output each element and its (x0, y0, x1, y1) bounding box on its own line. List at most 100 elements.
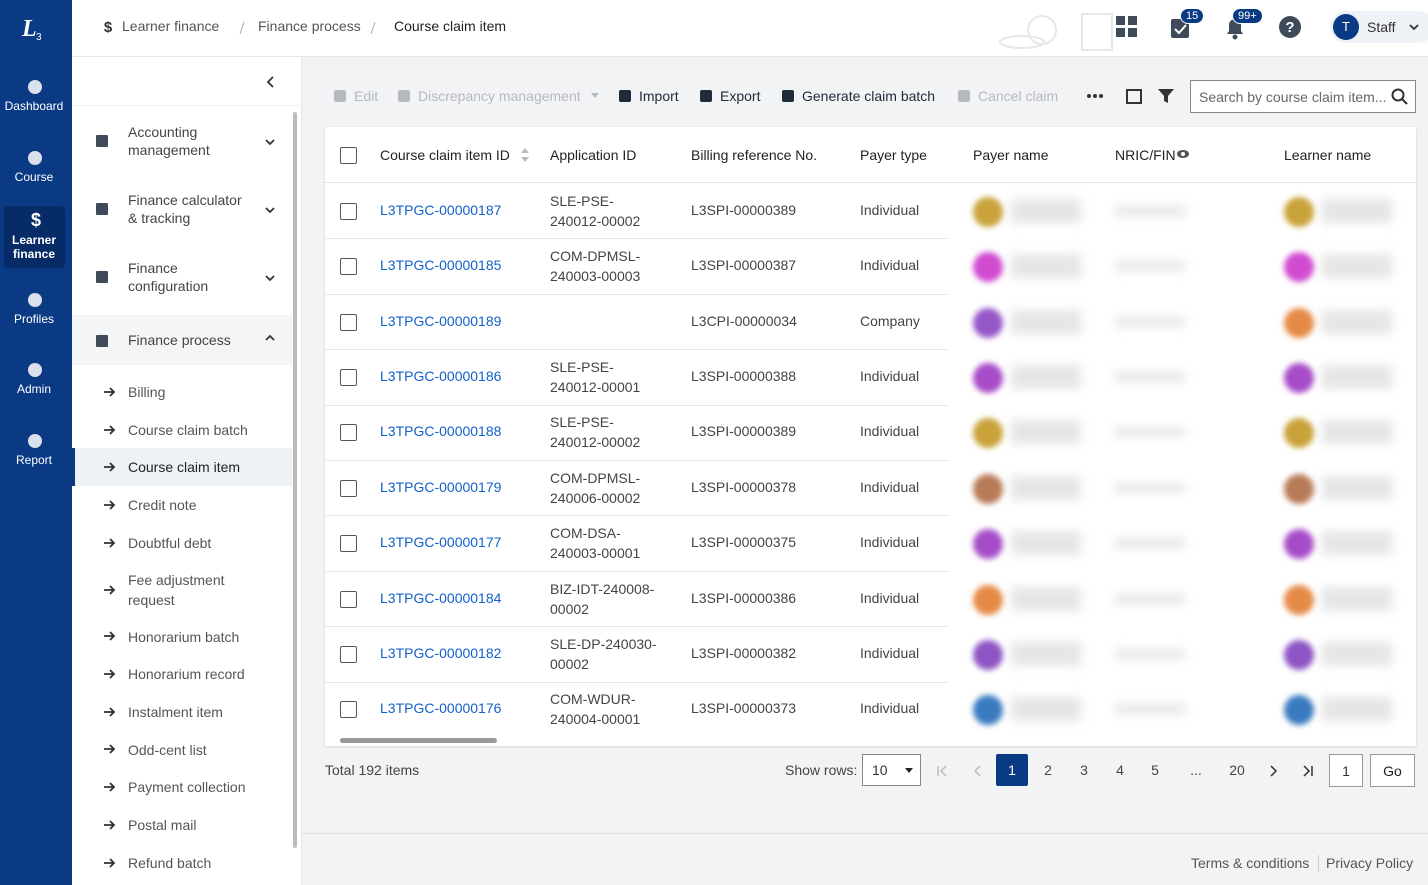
claim-link[interactable]: L3TPGC-00000176 (380, 700, 502, 717)
claim-link[interactable]: L3TPGC-00000185 (380, 257, 502, 274)
sidebar-item[interactable]: Fee adjustment request (128, 571, 225, 608)
prev-page (973, 765, 981, 777)
page-button[interactable]: 3 (1080, 762, 1088, 778)
column-header[interactable]: Application ID (550, 147, 637, 163)
rail-label[interactable]: Profiles (13, 312, 54, 326)
cell: SLE-DP-240030-00002 (550, 635, 657, 672)
row-checkbox[interactable] (340, 313, 357, 331)
blurred-avatar (1284, 584, 1314, 615)
breadcrumb-item[interactable]: Learner finance (122, 18, 220, 34)
header-checkbox cb[interactable] (340, 147, 357, 164)
claim-link[interactable]: L3TPGC-00000184 (380, 589, 502, 606)
footer-link[interactable]: Privacy Policy (1326, 855, 1414, 871)
first-page (937, 765, 947, 777)
sidebar-group[interactable]: Finance configuration (128, 260, 209, 294)
rail-icon (28, 363, 42, 377)
rail-icon (28, 293, 42, 307)
cell: Individual (860, 478, 920, 495)
search-box[interactable]: Search by course claim item... (1190, 80, 1416, 113)
page-button[interactable]: 20 (1229, 762, 1245, 778)
claim-link[interactable]: L3TPGC-00000187 (380, 201, 502, 218)
blurred-text (1115, 261, 1185, 272)
toolbar-action[interactable]: Import (639, 88, 679, 104)
sidebar-item[interactable]: Instalment item (128, 703, 223, 720)
blurred-avatar (1284, 307, 1314, 338)
column-header[interactable]: Learner name (1284, 147, 1372, 163)
rail-label[interactable]: Dashboard (4, 99, 64, 113)
column-header[interactable]: Course claim item ID (380, 147, 510, 163)
claim-link[interactable]: L3TPGC-00000182 (380, 644, 502, 661)
page-button[interactable]: 4 (1116, 762, 1124, 778)
rail-label[interactable]: Report (15, 453, 53, 467)
page-button[interactable]: 2 (1044, 762, 1052, 778)
page-button[interactable]: 5 (1151, 762, 1159, 778)
sidebar-group[interactable]: Accounting management (128, 124, 210, 158)
sidebar-group[interactable]: Finance process (128, 332, 231, 348)
row-checkbox[interactable] (340, 645, 357, 663)
toolbar-action[interactable]: Discrepancy management (418, 88, 581, 104)
sidebar-item[interactable]: Payment collection (128, 779, 246, 796)
jump-input[interactable]: 1 (1329, 754, 1363, 787)
sidebar-group[interactable]: Finance calculator & tracking (128, 192, 242, 226)
row-checkbox[interactable] (340, 202, 357, 220)
page-active (996, 754, 1028, 786)
action-icon (700, 90, 712, 102)
item-arrow (104, 500, 116, 510)
blurred-text (1011, 198, 1081, 223)
column-header[interactable]: Billing reference No. (691, 147, 818, 163)
sidebar-item[interactable]: Odd-cent list (128, 741, 207, 758)
user-avatar: T (1333, 14, 1359, 40)
claim-link[interactable]: L3TPGC-00000179 (380, 478, 502, 495)
rail-label[interactable]: Admin (16, 382, 51, 396)
claim-link[interactable]: L3TPGC-00000177 (380, 534, 502, 551)
rail-label[interactable]: Course (14, 170, 54, 184)
sidebar-item[interactable]: Doubtful debt (128, 534, 212, 551)
row-checkbox[interactable] (340, 368, 357, 386)
show-rows-label: Show rows: (785, 762, 858, 778)
sidebar-item[interactable]: Refund batch (128, 854, 212, 871)
row-checkbox[interactable] (340, 424, 357, 442)
cell: COM-DPMSL-240003-00003 (550, 248, 641, 285)
sidebar-item[interactable]: Credit note (128, 497, 197, 514)
breadcrumb-item[interactable]: Finance process (258, 18, 361, 34)
row-checkbox[interactable] (340, 479, 357, 497)
toolbar-action[interactable]: Generate claim batch (802, 88, 936, 104)
sidebar-item[interactable]: Course claim batch (128, 421, 248, 438)
search-placeholder: Search by course claim item... (1199, 89, 1387, 105)
blurred-text (1011, 697, 1081, 722)
toolbar-action[interactable]: Export (720, 88, 761, 104)
row-checkbox[interactable] (340, 701, 357, 719)
sidebar-item[interactable]: Course claim item (128, 459, 241, 476)
header-divider (325, 182, 1416, 183)
column-header[interactable]: Payer name (973, 147, 1049, 163)
sidebar-item[interactable]: Postal mail (128, 817, 197, 833)
footer-link[interactable]: Terms & conditions (1191, 855, 1310, 871)
item-arrow (104, 820, 116, 830)
sidebar-item[interactable]: Honorarium batch (128, 628, 240, 645)
page-button[interactable]: ... (1190, 762, 1202, 778)
cell: L3SPI-00000389 (691, 201, 797, 218)
rail-icon (28, 151, 42, 165)
claim-link[interactable]: L3TPGC-00000189 (380, 312, 502, 329)
column-header[interactable]: NRIC/FIN (1115, 147, 1176, 163)
group-icon (96, 203, 108, 215)
row-checkbox[interactable] (340, 258, 357, 276)
sidebar-item[interactable]: Billing (128, 384, 166, 400)
decoration (999, 13, 1113, 51)
toolbar-action[interactable]: Cancel claim (978, 88, 1059, 104)
breadcrumb-icon: $ (104, 19, 113, 36)
rail-label[interactable]: Learner finance (11, 233, 57, 261)
column-header[interactable]: Payer type (860, 147, 927, 163)
sidebar-item[interactable]: Honorarium record (128, 666, 245, 683)
go-button[interactable]: Go (1370, 754, 1415, 787)
page-size-select[interactable]: 10 (862, 754, 921, 786)
cell: COM-DSA-240003-00001 (550, 525, 641, 562)
toolbar-action[interactable]: Edit (354, 88, 379, 104)
claim-link[interactable]: L3TPGC-00000186 (380, 367, 502, 384)
row-checkbox[interactable] (340, 535, 357, 553)
row-checkbox[interactable] (340, 590, 357, 608)
page-button[interactable]: 1 (1008, 762, 1016, 778)
blurred-text (1115, 371, 1185, 382)
claim-link[interactable]: L3TPGC-00000188 (380, 423, 502, 440)
